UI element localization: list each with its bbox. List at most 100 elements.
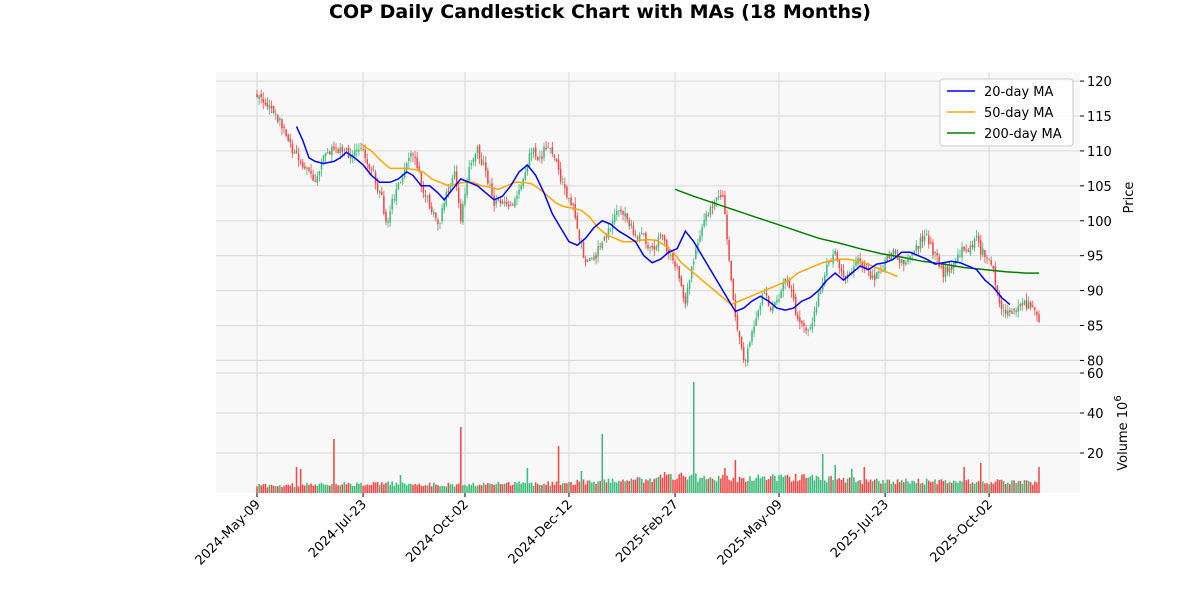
volume-bar: [574, 484, 576, 493]
candle-body: [520, 185, 522, 190]
candle-body: [495, 199, 497, 205]
candle-body: [561, 182, 564, 183]
volume-bar: [884, 483, 886, 493]
volume-bar: [765, 480, 768, 493]
price-tick-label: 90: [1087, 285, 1104, 300]
volume-bar: [609, 482, 612, 493]
volume-bar: [1036, 482, 1038, 493]
volume-bar: [289, 485, 292, 493]
candle-body: [1009, 310, 1011, 313]
volume-bar: [890, 483, 893, 493]
candle-body: [863, 265, 866, 268]
candle-body: [992, 265, 995, 269]
candle-body: [616, 210, 618, 215]
candle-body: [281, 119, 283, 129]
volume-bar: [751, 480, 753, 493]
volume-bar: [784, 475, 787, 493]
candle-body: [414, 156, 416, 159]
candle-body: [353, 150, 356, 156]
volume-bar: [497, 481, 500, 493]
candle-body: [809, 327, 812, 329]
x-tick-label: 2025-Jul-23: [828, 497, 892, 561]
candle-body: [636, 237, 639, 239]
candle-body: [272, 106, 275, 113]
volume-bar: [613, 481, 616, 493]
volume-bar: [324, 484, 327, 493]
volume-bar: [331, 483, 333, 493]
volume-bar: [655, 477, 658, 493]
volume-bar: [376, 481, 379, 493]
candle-body: [695, 249, 697, 260]
candle-body: [559, 168, 562, 182]
candle-body: [975, 235, 978, 238]
volume-bar: [824, 480, 826, 493]
volume-bar: [749, 476, 751, 493]
candle-body: [314, 180, 317, 182]
volume-bar: [364, 485, 366, 493]
volume-bar: [996, 479, 999, 493]
candle-body: [971, 244, 974, 248]
candle-body: [649, 247, 651, 249]
volume-bar: [545, 484, 547, 493]
volume-bar: [258, 483, 260, 493]
volume-bar: [476, 485, 479, 493]
candle-body: [568, 198, 570, 200]
candle-body: [620, 209, 622, 212]
volume-bar: [618, 480, 620, 493]
volume-bar: [433, 482, 435, 493]
volume-bar: [580, 471, 583, 493]
candle-body: [526, 166, 529, 172]
volume-axis-label: Volume 106: [1113, 395, 1131, 470]
candle-body: [588, 258, 591, 262]
volume-bar: [422, 486, 425, 493]
volume-bar: [888, 479, 891, 493]
candle-body: [362, 149, 364, 150]
volume-bar: [799, 480, 801, 493]
volume-bar: [372, 482, 375, 493]
candle-body: [751, 331, 753, 342]
candle-body: [597, 246, 599, 257]
candle-body: [441, 208, 443, 222]
candle-body: [869, 271, 872, 279]
candle-body: [551, 147, 554, 154]
volume-bar: [484, 484, 487, 493]
candle-body: [536, 156, 539, 161]
volume-bar: [630, 478, 633, 493]
candle-body: [921, 235, 924, 242]
volume-bar: [919, 483, 922, 493]
volume-bar: [942, 480, 945, 493]
candle-body: [674, 261, 676, 267]
volume-bar: [643, 482, 645, 493]
volume-bar: [834, 465, 836, 493]
volume-bar: [959, 480, 961, 493]
candle-body: [343, 149, 346, 151]
volume-bar: [1011, 480, 1013, 493]
candle-body: [501, 201, 504, 204]
volume-bar: [982, 481, 984, 493]
volume-bar: [584, 484, 587, 493]
volume-bar: [938, 480, 940, 493]
volume-bar: [1027, 480, 1030, 493]
volume-bar: [778, 475, 780, 493]
volume-bar: [701, 477, 703, 493]
volume-bar: [439, 486, 441, 493]
volume-bar: [441, 485, 443, 493]
candle-body: [717, 196, 720, 198]
candle-body: [391, 198, 393, 210]
volume-bar: [645, 479, 647, 493]
candle-body: [622, 210, 624, 215]
candle-body: [930, 242, 932, 244]
volume-bar: [549, 485, 552, 493]
candle-body: [618, 210, 620, 212]
volume-bar: [408, 483, 410, 493]
volume-bar: [807, 477, 809, 493]
volume-bar: [634, 479, 637, 493]
candle-body: [395, 189, 398, 201]
candle-body: [957, 254, 959, 263]
candle-body: [541, 156, 543, 159]
candle-body: [1007, 310, 1009, 316]
candle-body: [688, 280, 691, 289]
candle-body: [491, 183, 493, 196]
volume-bar: [568, 481, 570, 493]
candle-body: [543, 146, 545, 158]
